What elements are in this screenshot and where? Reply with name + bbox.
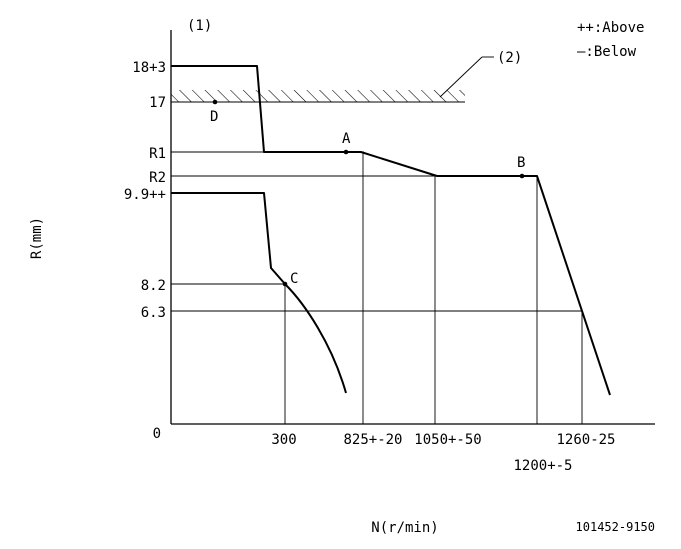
label-1: (1) [187,18,212,34]
legend-above: ++:Above [577,20,644,36]
y-tick-8-2: 8.2 [141,278,166,294]
label-2: (2) [497,50,522,66]
y-tick-r2: R2 [149,170,166,186]
x-axis-title: N(r/min) [371,520,438,536]
lower-characteristic-curve [171,192,347,394]
point-d-marker [212,99,218,105]
x-tick-1200: 1200+-5 [513,458,572,474]
legend-below: —:Below [577,44,637,60]
y-tick-6-3: 6.3 [141,305,166,321]
y-tick-r1: R1 [149,146,166,162]
figure-number: 101452-9150 [576,520,655,534]
y-tick-9-9: 9.9++ [124,187,166,203]
y-axis-title: R(mm) [29,217,45,259]
point-b-label: B [517,155,525,171]
upper-characteristic-curve [171,65,611,396]
point-a-marker [343,149,349,155]
point-b-marker [519,173,525,179]
label-2-leader [439,56,483,98]
y-tick-18: 18+3 [132,60,166,76]
point-d-label: D [210,109,218,125]
point-c-label: C [290,271,298,287]
limit-hatch-band [171,90,465,102]
y-tick-17: 17 [149,95,166,111]
origin-label: 0 [153,426,161,442]
point-a-label: A [342,131,351,147]
x-tick-300: 300 [271,432,296,448]
x-tick-825: 825+-20 [343,432,402,448]
point-c-marker [282,281,288,287]
x-tick-1050: 1050+-50 [414,432,481,448]
x-tick-1260: 1260-25 [556,432,615,448]
